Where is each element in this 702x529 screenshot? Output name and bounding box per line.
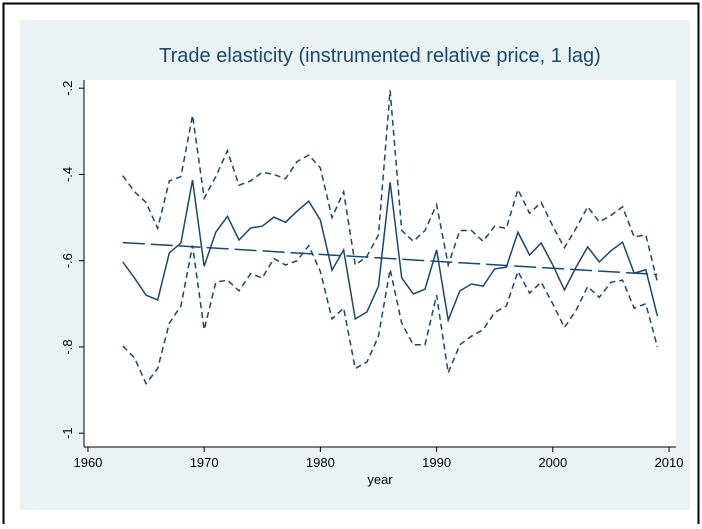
plot-region <box>84 80 676 447</box>
x-tick-label: 1970 <box>190 455 219 470</box>
y-tick-label: -.2 <box>60 81 75 96</box>
x-tick-label: 1960 <box>73 455 102 470</box>
x-axis-label: year <box>367 472 393 487</box>
y-tick-label: -1 <box>60 427 75 439</box>
x-tick-label: 1990 <box>422 455 451 470</box>
x-tick-label: 1980 <box>306 455 335 470</box>
y-tick-label: -.8 <box>60 339 75 354</box>
series-line <box>122 241 658 276</box>
x-tick-label: 2000 <box>538 455 567 470</box>
series-line <box>122 179 659 324</box>
chart-title: Trade elasticity (instrumented relative … <box>159 45 601 67</box>
x-tick-label: 2010 <box>655 455 684 470</box>
y-tick-label: -.6 <box>60 253 75 268</box>
series-line <box>122 244 659 386</box>
series-line <box>122 90 659 283</box>
y-tick-label: -.4 <box>60 167 75 182</box>
